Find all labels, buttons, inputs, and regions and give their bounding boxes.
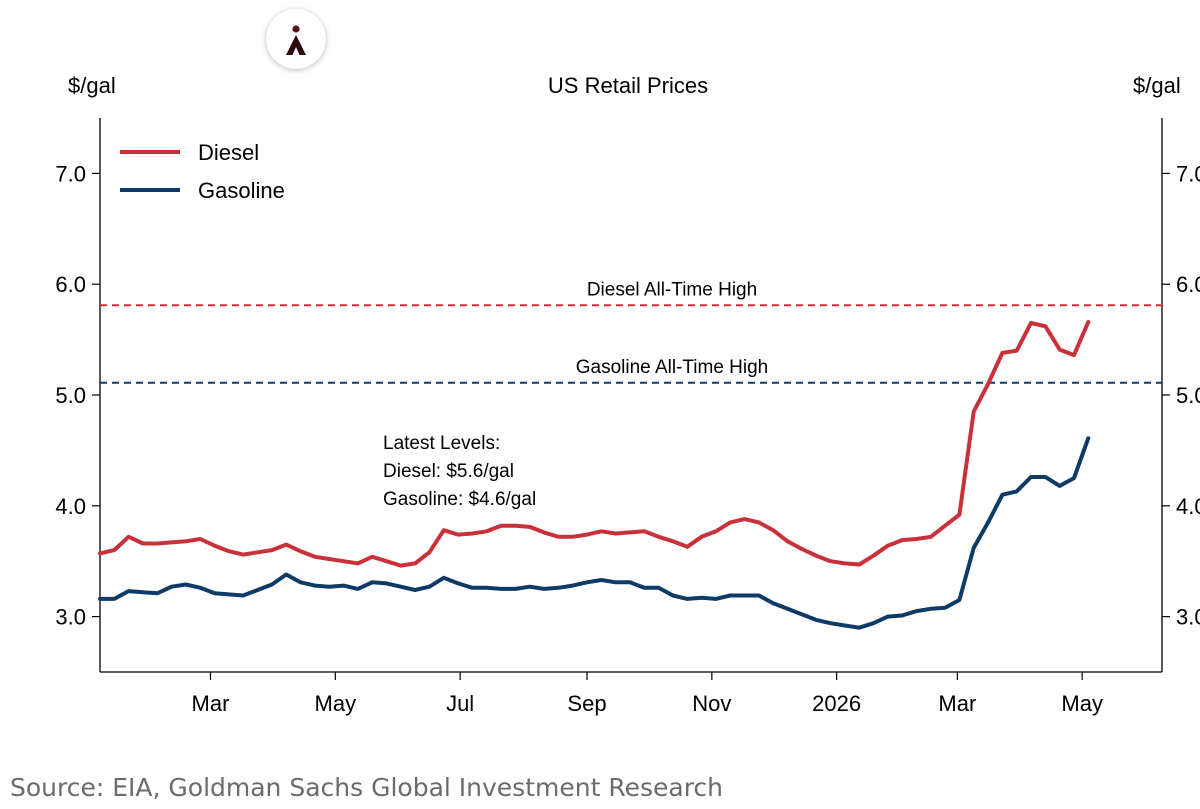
legend-label: Gasoline xyxy=(198,178,285,203)
axes: 3.0 3.0 4.0 4.0 5.0 5.0 6.0 6.0 7.0 7.0 Mar May Jul S… xyxy=(55,118,1200,716)
annotation-line: Gasoline: $4.6/gal xyxy=(383,489,536,510)
y-axis-label-left: $/gal xyxy=(68,73,116,98)
x-tick-label: Mar xyxy=(192,691,230,716)
person-pin-icon[interactable] xyxy=(266,9,326,69)
chart-title: US Retail Prices xyxy=(548,73,708,98)
x-tick-label: Jul xyxy=(446,691,474,716)
y-tick-label-left: 4.0 xyxy=(55,494,86,519)
series-lines xyxy=(98,319,1091,630)
y-tick-label-right: 3.0 xyxy=(1176,605,1200,630)
reference-line-label: Diesel All-Time High xyxy=(587,279,757,300)
x-tick-label: 2026 xyxy=(812,691,861,716)
y-tick-label-right: 7.0 xyxy=(1176,161,1200,186)
legend: Diesel Gasoline xyxy=(120,140,285,203)
y-tick-label-left: 5.0 xyxy=(55,383,86,408)
reference-line-label: Gasoline All-Time High xyxy=(576,357,769,378)
x-tick-label: Nov xyxy=(692,691,731,716)
latest-levels-annotation: Latest Levels: Diesel: $5.6/gal Gasoline: … xyxy=(383,433,536,510)
x-tick-label: Sep xyxy=(567,691,606,716)
y-tick-label-right: 6.0 xyxy=(1176,272,1200,297)
y-tick-label-left: 6.0 xyxy=(55,272,86,297)
annotation-line: Latest Levels: xyxy=(383,433,500,454)
source-note: Source: EIA, Goldman Sachs Global Invest… xyxy=(10,773,724,802)
y-tick-label-left: 3.0 xyxy=(55,605,86,630)
y-tick-label-left: 7.0 xyxy=(55,161,86,186)
x-tick-label: May xyxy=(315,691,357,716)
y-axis-label-right: $/gal xyxy=(1133,73,1181,98)
chart: US Retail Prices $/gal $/gal 3.0 3.0 4.0 4.… xyxy=(55,73,1200,716)
x-tick-label: Mar xyxy=(938,691,976,716)
y-tick-label-right: 5.0 xyxy=(1176,383,1200,408)
annotation-line: Diesel: $5.6/gal xyxy=(383,461,514,482)
x-tick-label: May xyxy=(1061,691,1103,716)
series-line-gasoline xyxy=(98,436,1091,630)
series-line-diesel xyxy=(98,319,1091,568)
reference-lines: Diesel All-Time High Gasoline All-Time Hi… xyxy=(100,279,1162,384)
legend-label: Diesel xyxy=(198,140,259,165)
y-tick-label-right: 4.0 xyxy=(1176,494,1200,519)
